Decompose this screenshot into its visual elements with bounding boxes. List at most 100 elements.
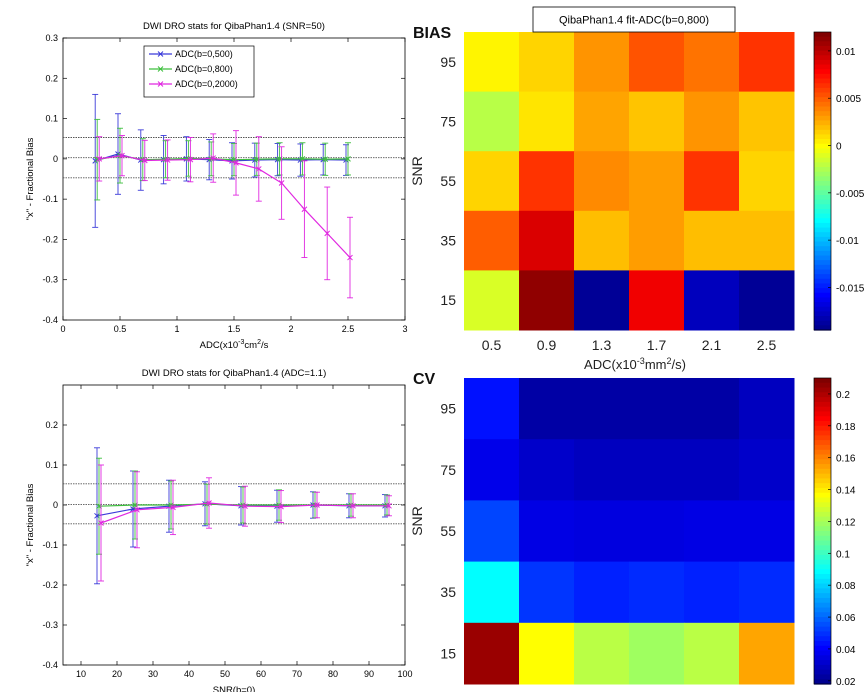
data-point xyxy=(119,152,125,159)
heatmap-cell xyxy=(684,151,740,212)
colorbar-band xyxy=(814,569,831,575)
colorbar-band xyxy=(814,125,831,131)
heatmap-cell xyxy=(464,32,520,93)
colorbar-band xyxy=(814,297,831,303)
colorbar-band xyxy=(814,325,831,331)
y-tick-label: -0.3 xyxy=(42,275,58,285)
legend-marker xyxy=(157,66,164,72)
colorbar-band xyxy=(814,550,831,556)
colorbar-band xyxy=(814,302,831,308)
colorbar-band xyxy=(814,516,831,523)
legend-marker xyxy=(157,81,164,87)
y-tick-label: -0.1 xyxy=(42,540,58,550)
colorbar-band xyxy=(814,306,831,312)
y-tick-label: -0.1 xyxy=(42,194,58,204)
colorbar-band xyxy=(814,55,831,61)
colorbar-band xyxy=(814,612,831,618)
colorbar-band xyxy=(814,487,831,494)
colorbar-band xyxy=(814,459,831,465)
data-point xyxy=(134,506,140,513)
x-tick-label: 2.1 xyxy=(702,337,722,353)
heatmap-cell xyxy=(684,270,740,331)
x-tick-label: 70 xyxy=(292,669,302,679)
y-axis-label: SNR xyxy=(409,156,425,186)
y-tick-label: 0.2 xyxy=(45,420,58,430)
colorbar-band xyxy=(814,264,831,271)
x-tick-label: 90 xyxy=(364,669,374,679)
heatmap-cell xyxy=(519,210,575,271)
colorbar-band xyxy=(814,250,831,257)
panel-label: CV xyxy=(413,371,436,388)
colorbar-band xyxy=(814,69,831,75)
colorbar-band xyxy=(814,449,831,456)
colorbar-band xyxy=(814,473,831,480)
data-point xyxy=(210,155,217,161)
heatmap-cell xyxy=(519,378,575,440)
colorbar-band xyxy=(814,440,831,446)
colorbar-band xyxy=(814,416,831,422)
heatmap-cell xyxy=(684,32,740,93)
heatmap-cell xyxy=(464,270,520,331)
colorbar-band xyxy=(814,521,831,527)
y-axis-label: "x" - Fractional Bias xyxy=(25,137,36,220)
colorbar-tick-label: 0.16 xyxy=(836,454,856,465)
colorbar-band xyxy=(814,411,831,417)
x-tick-label: 0.5 xyxy=(114,324,127,334)
colorbar-band xyxy=(814,636,831,642)
heatmap-cell xyxy=(519,500,575,563)
x-tick-label: 3 xyxy=(402,324,407,334)
colorbar-band xyxy=(814,148,831,154)
colorbar-band xyxy=(814,208,831,215)
legend-marker xyxy=(157,51,164,57)
colorbar-band xyxy=(814,502,831,508)
colorbar-band xyxy=(814,478,831,484)
heatmap-cell xyxy=(574,378,630,440)
y-tick-label: 0.3 xyxy=(45,33,58,43)
y-tick-label: 35 xyxy=(440,584,456,600)
colorbar-band xyxy=(814,185,831,191)
y-tick-label: 75 xyxy=(440,462,456,478)
colorbar-band xyxy=(814,64,831,70)
colorbar-band xyxy=(814,655,831,661)
colorbar-band xyxy=(814,382,831,389)
colorbar-band xyxy=(814,50,831,56)
colorbar-band xyxy=(814,674,831,680)
colorbar-band xyxy=(814,78,831,84)
data-point xyxy=(345,156,351,162)
colorbar-band xyxy=(814,593,831,599)
colorbar-tick-label: 0.2 xyxy=(836,390,850,401)
colorbar-band xyxy=(814,316,831,322)
colorbar-band xyxy=(814,526,831,532)
data-point xyxy=(255,166,262,172)
heatmap-cell xyxy=(464,210,520,271)
heatmap-cell xyxy=(464,151,520,212)
colorbar-band xyxy=(814,607,831,613)
colorbar: 0.01 0.005 0 -0.005 -0.01 -0.015 xyxy=(813,31,864,331)
colorbar-band xyxy=(814,45,831,52)
colorbar-band xyxy=(814,578,831,585)
colorbar-tick-label: -0.01 xyxy=(836,236,859,247)
colorbar-band xyxy=(814,397,831,403)
y-tick-label: 55 xyxy=(440,523,456,539)
colorbar-band xyxy=(814,87,831,94)
legend-entry: ADC(b=0,500) xyxy=(175,49,233,59)
colorbar-band xyxy=(814,401,831,408)
colorbar-tick-label: 0.06 xyxy=(836,613,856,624)
colorbar-tick-label: 0.005 xyxy=(836,94,861,105)
heatmap-cell xyxy=(684,378,740,440)
heatmap-cell xyxy=(519,151,575,212)
heatmap-cell xyxy=(684,210,740,271)
colorbar-band xyxy=(814,626,831,633)
colorbar-band xyxy=(814,101,831,108)
colorbar-band xyxy=(814,278,831,285)
data-point xyxy=(164,157,171,163)
colorbar-band xyxy=(814,435,831,441)
colorbar-band xyxy=(814,430,831,436)
colorbar-band xyxy=(814,387,831,393)
heatmap-cell xyxy=(574,151,630,212)
heatmap-cell xyxy=(519,561,575,624)
y-tick-label: -0.3 xyxy=(42,620,58,630)
colorbar-band xyxy=(814,645,831,652)
colorbar-frame xyxy=(813,31,832,331)
